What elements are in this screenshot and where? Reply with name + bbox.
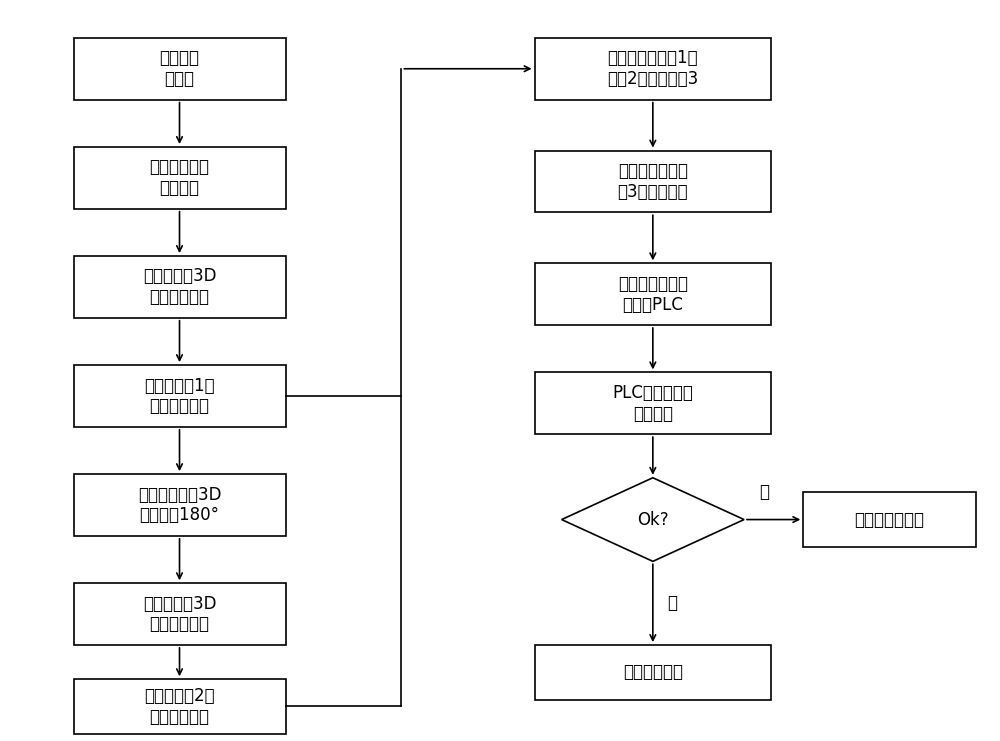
Text: 否: 否	[759, 483, 769, 502]
FancyBboxPatch shape	[74, 474, 286, 536]
FancyBboxPatch shape	[803, 492, 976, 547]
FancyBboxPatch shape	[535, 150, 771, 213]
Text: 流转到下工位: 流转到下工位	[623, 663, 683, 681]
Text: 是: 是	[668, 594, 678, 612]
Text: Ok?: Ok?	[637, 511, 669, 528]
Text: 旋转到位，3D
相机移动检测: 旋转到位，3D 相机移动检测	[143, 595, 216, 634]
Text: PLC接受数据并
进行流转: PLC接受数据并 进行流转	[612, 384, 693, 422]
Text: 软件系统将图像1和
图像2整合成图像3: 软件系统将图像1和 图像2整合成图像3	[607, 50, 698, 88]
Text: 软件系统将数据
发送给PLC: 软件系统将数据 发送给PLC	[618, 275, 688, 313]
FancyBboxPatch shape	[74, 147, 286, 209]
FancyBboxPatch shape	[74, 38, 286, 99]
Text: 电池到位，3D
相机移动检测: 电池到位，3D 相机移动检测	[143, 268, 216, 306]
FancyBboxPatch shape	[535, 38, 771, 99]
Text: 软件系统处理图
像3，获取数据: 软件系统处理图 像3，获取数据	[618, 162, 688, 201]
Text: 电池到达
物流线: 电池到达 物流线	[160, 50, 200, 88]
FancyBboxPatch shape	[535, 263, 771, 325]
FancyBboxPatch shape	[535, 372, 771, 434]
Text: 旋转气缸带动3D
相机转动180°: 旋转气缸带动3D 相机转动180°	[138, 485, 221, 525]
FancyBboxPatch shape	[74, 583, 286, 645]
FancyBboxPatch shape	[535, 645, 771, 700]
Text: 流转到排废工位: 流转到排废工位	[855, 511, 925, 528]
FancyBboxPatch shape	[74, 679, 286, 734]
Polygon shape	[562, 478, 744, 562]
Text: 将检测图像1上
传到软件系统: 将检测图像1上 传到软件系统	[144, 376, 215, 416]
Text: 将检测图像2上
传到软件系统: 将检测图像2上 传到软件系统	[144, 687, 215, 726]
Text: 机械手抓取到
检测工位: 机械手抓取到 检测工位	[150, 159, 210, 197]
FancyBboxPatch shape	[74, 256, 286, 318]
FancyBboxPatch shape	[74, 365, 286, 427]
